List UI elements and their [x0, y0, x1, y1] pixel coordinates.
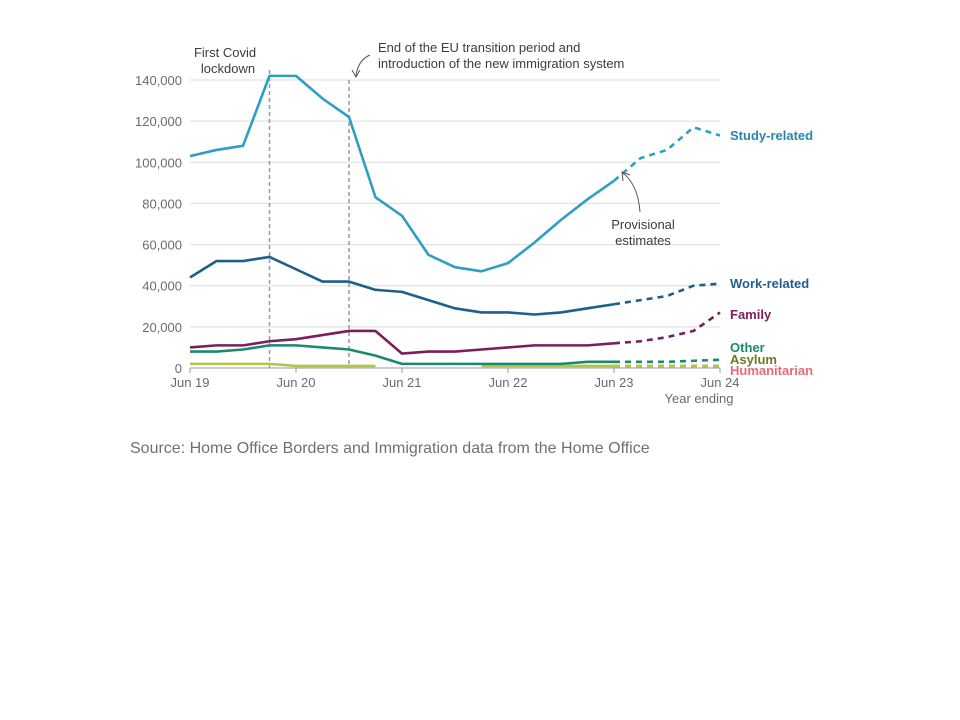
study-related-provisional-line: [613, 125, 721, 182]
y-tick-label: 140,000: [135, 73, 182, 88]
covid-annotation-line1: First Covid: [194, 45, 256, 60]
y-tick-label: 120,000: [135, 114, 182, 129]
eu-arrowhead: [351, 69, 361, 79]
other-provisional-line: [614, 358, 721, 364]
y-tick-label: 0: [175, 361, 182, 376]
axes: 0 20,000 40,000 60,000 80,000 100,000 120,000 1…: [135, 73, 740, 390]
covid-annotation-line2: lockdown: [201, 61, 255, 76]
eu-annotation-line2: introduction of the new immigration syst…: [378, 56, 624, 71]
work-related-line: [189, 255, 615, 316]
family-line: [189, 329, 615, 355]
eu-arrow: [355, 54, 371, 77]
x-tick-label: Jun 19: [170, 375, 209, 390]
asylum-line: [190, 362, 376, 368]
y-tick-label: 80,000: [142, 196, 182, 211]
series-lines: [189, 74, 721, 368]
y-tick-label: 60,000: [142, 238, 182, 253]
work-related-provisional-line: [613, 282, 721, 306]
other-line: [190, 344, 614, 366]
label-asylum: Asylum: [730, 352, 777, 367]
gridlines: [190, 79, 720, 369]
y-tick-label: 100,000: [135, 155, 182, 170]
provisional-arrowhead: [621, 171, 631, 182]
label-family: Family: [730, 307, 772, 322]
provisional-annotation-line2: estimates: [615, 233, 671, 248]
eu-annotation-line1: End of the EU transition period and: [378, 40, 580, 55]
family-provisional-line: [613, 311, 721, 345]
x-tick-label: Jun 23: [594, 375, 633, 390]
source-note: Source: Home Office Borders and Immigrat…: [130, 440, 650, 457]
provisional-annotation-line1: Provisional: [611, 217, 675, 232]
x-tick-label: Jun 24: [700, 375, 739, 390]
provisional-arrow: [622, 172, 641, 213]
label-study-related: Study-related: [730, 128, 813, 143]
x-axis-title: Year ending: [665, 391, 734, 406]
y-tick-label: 40,000: [142, 279, 182, 294]
x-tick-label: Jun 21: [382, 375, 421, 390]
event-lines: [268, 70, 350, 368]
x-tick-label: Jun 22: [488, 375, 527, 390]
study-related-line: [189, 74, 615, 273]
label-humanitarian: Humanitarian: [730, 363, 813, 378]
label-work-related: Work-related: [730, 276, 809, 291]
x-tick-label: Jun 20: [276, 375, 315, 390]
label-other: Other: [730, 340, 765, 355]
y-tick-label: 20,000: [142, 320, 182, 335]
